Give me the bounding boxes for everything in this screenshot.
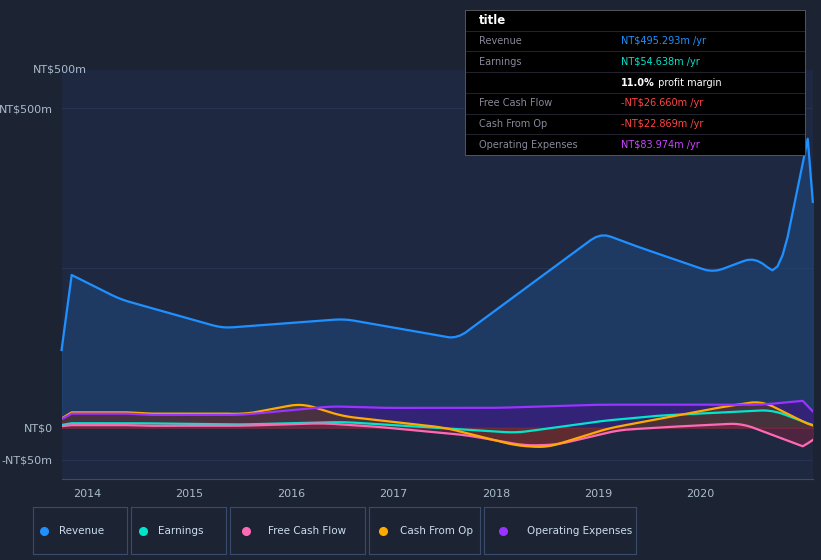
- Text: Earnings: Earnings: [479, 57, 521, 67]
- Text: NT$54.638m /yr: NT$54.638m /yr: [621, 57, 700, 67]
- Text: title: title: [479, 14, 506, 27]
- Text: Free Cash Flow: Free Cash Flow: [479, 98, 552, 108]
- Text: NT$83.974m /yr: NT$83.974m /yr: [621, 139, 700, 150]
- Text: Free Cash Flow: Free Cash Flow: [268, 526, 346, 535]
- Text: Revenue: Revenue: [59, 526, 104, 535]
- Text: NT$495.293m /yr: NT$495.293m /yr: [621, 36, 706, 46]
- Text: Revenue: Revenue: [479, 36, 521, 46]
- Text: Cash From Op: Cash From Op: [401, 526, 474, 535]
- Text: -NT$26.660m /yr: -NT$26.660m /yr: [621, 98, 704, 108]
- Text: Earnings: Earnings: [158, 526, 204, 535]
- Text: 11.0%: 11.0%: [621, 77, 655, 87]
- Text: Cash From Op: Cash From Op: [479, 119, 547, 129]
- Text: -NT$22.869m /yr: -NT$22.869m /yr: [621, 119, 704, 129]
- Text: profit margin: profit margin: [655, 77, 722, 87]
- Text: Operating Expenses: Operating Expenses: [479, 139, 577, 150]
- Text: Operating Expenses: Operating Expenses: [527, 526, 632, 535]
- Text: NT$500m: NT$500m: [33, 65, 87, 75]
